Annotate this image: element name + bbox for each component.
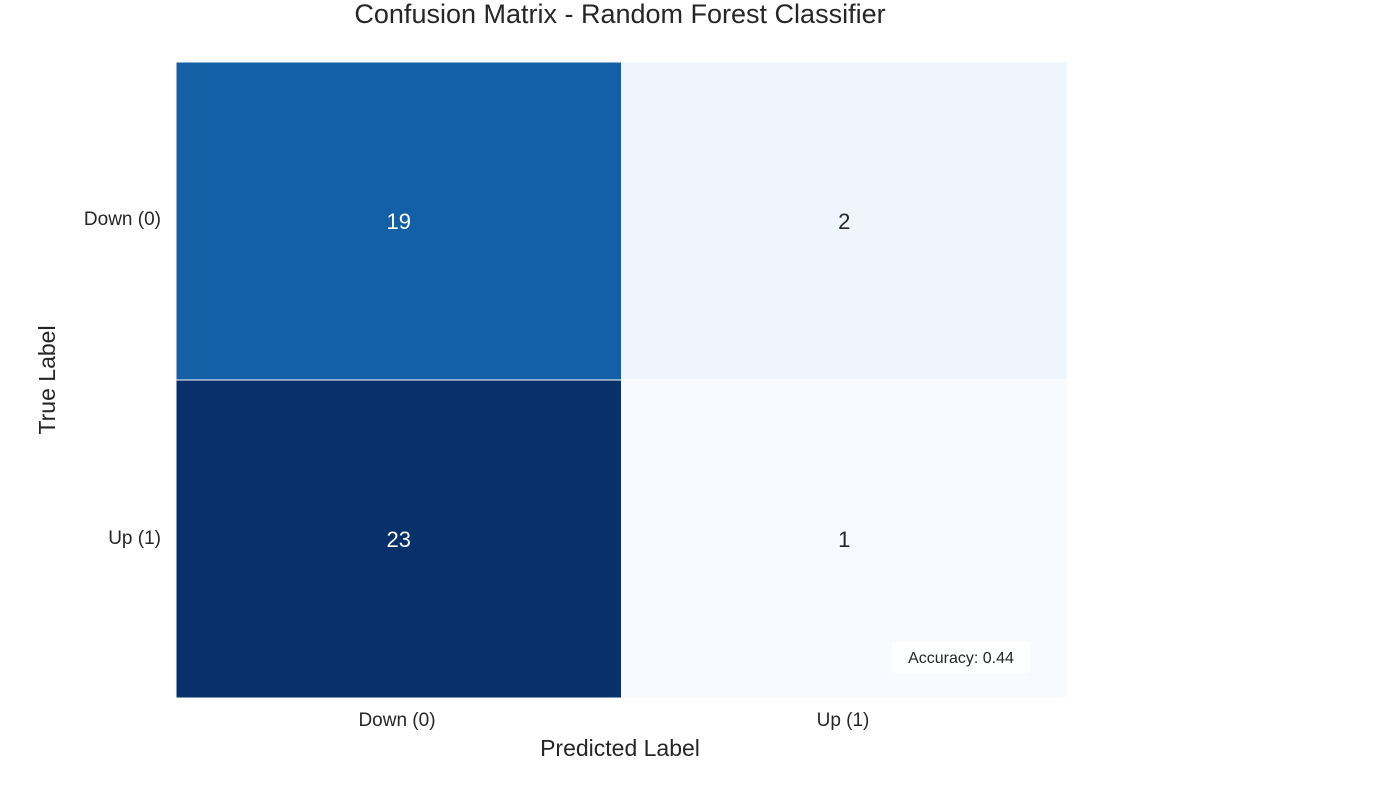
- heatmap-cell-r0-c1: [621, 61, 1068, 381]
- accuracy-box: Accuracy: 0.44: [892, 641, 1030, 674]
- heatmap-cell-r1-c0: [175, 379, 622, 699]
- y-tick-label-up: Up (1): [108, 528, 161, 549]
- x-tick-label-down: Down (0): [358, 710, 435, 731]
- heatmap-value-r0-c1: 2: [838, 209, 850, 234]
- y-tick-label-down: Down (0): [84, 209, 161, 230]
- heatmap-value-r1-c0: 23: [387, 527, 411, 552]
- heatmap-value-r1-c1: 1: [838, 527, 850, 552]
- y-axis-label: True Label: [34, 325, 60, 434]
- chart-title: Confusion Matrix - Random Forest Classif…: [354, 0, 885, 29]
- x-axis-label: Predicted Label: [540, 735, 700, 761]
- heatmap-cells: [175, 61, 1068, 699]
- heatmap-values: 19 2 23 1: [387, 209, 851, 552]
- heatmap-value-r0-c0: 19: [387, 209, 411, 234]
- heatmap-cell-r0-c0: [175, 61, 622, 381]
- x-tick-label-up: Up (1): [817, 710, 870, 731]
- accuracy-box-background: [892, 641, 1030, 674]
- accuracy-text: Accuracy: 0.44: [908, 650, 1014, 667]
